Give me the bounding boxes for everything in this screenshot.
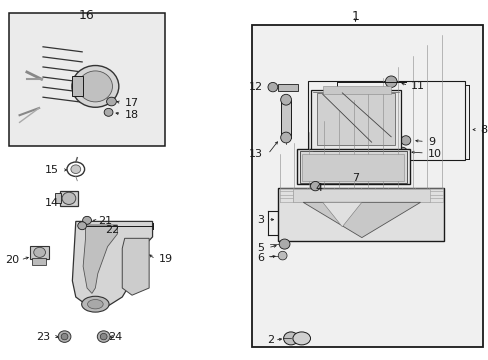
FancyBboxPatch shape [9, 13, 165, 146]
Polygon shape [316, 93, 394, 145]
Bar [277, 84, 298, 91]
Text: 1: 1 [351, 10, 359, 23]
FancyBboxPatch shape [251, 25, 482, 347]
Polygon shape [83, 225, 117, 293]
Text: 9: 9 [427, 137, 434, 147]
Ellipse shape [61, 333, 68, 340]
Bar [299, 151, 407, 183]
Ellipse shape [280, 94, 291, 105]
Text: 3: 3 [257, 215, 264, 225]
Ellipse shape [78, 71, 112, 102]
Polygon shape [293, 189, 429, 202]
Bar [72, 76, 83, 96]
Bar [297, 149, 409, 184]
Bar [60, 191, 78, 206]
Text: 20: 20 [5, 255, 20, 265]
Ellipse shape [278, 251, 286, 260]
Text: 13: 13 [248, 149, 262, 159]
Ellipse shape [267, 82, 277, 92]
Text: 12: 12 [248, 82, 262, 92]
Ellipse shape [58, 331, 71, 342]
Text: 19: 19 [159, 254, 173, 264]
Polygon shape [303, 202, 420, 238]
Text: 7: 7 [351, 173, 359, 183]
Text: 6: 6 [257, 253, 264, 263]
Text: 2: 2 [266, 335, 273, 345]
Text: 23: 23 [36, 332, 50, 342]
Ellipse shape [34, 247, 45, 257]
Bar [55, 193, 61, 203]
Ellipse shape [106, 97, 116, 106]
Text: 24: 24 [108, 332, 122, 342]
Bar [30, 246, 49, 259]
Ellipse shape [280, 132, 291, 143]
Text: 4: 4 [315, 183, 322, 193]
Ellipse shape [72, 66, 119, 107]
Text: 14: 14 [44, 198, 59, 208]
Text: 15: 15 [44, 165, 59, 175]
Bar [277, 188, 443, 241]
Text: 16: 16 [79, 9, 95, 22]
Ellipse shape [279, 239, 289, 249]
Text: 17: 17 [124, 98, 139, 108]
Text: 22: 22 [105, 225, 119, 235]
Polygon shape [310, 90, 400, 153]
Ellipse shape [400, 136, 410, 145]
Bar [280, 100, 291, 138]
Ellipse shape [62, 192, 76, 204]
Ellipse shape [82, 216, 91, 224]
Bar [302, 154, 403, 181]
Ellipse shape [71, 165, 81, 174]
Ellipse shape [97, 331, 110, 342]
Polygon shape [72, 221, 152, 308]
Bar [32, 258, 46, 265]
Ellipse shape [78, 222, 86, 230]
Text: 21: 21 [98, 216, 112, 226]
Ellipse shape [292, 332, 310, 345]
Ellipse shape [283, 332, 298, 345]
Ellipse shape [310, 181, 320, 191]
Text: 5: 5 [257, 243, 264, 253]
Ellipse shape [100, 333, 107, 340]
Polygon shape [122, 238, 149, 295]
Text: 8: 8 [479, 125, 487, 135]
Ellipse shape [385, 76, 396, 87]
Polygon shape [322, 202, 361, 227]
Ellipse shape [397, 147, 407, 157]
Text: 18: 18 [124, 110, 139, 120]
Text: 11: 11 [410, 81, 424, 91]
Polygon shape [322, 86, 390, 94]
Text: 10: 10 [427, 149, 441, 159]
Ellipse shape [87, 300, 103, 309]
Ellipse shape [81, 296, 109, 312]
Ellipse shape [104, 108, 113, 116]
